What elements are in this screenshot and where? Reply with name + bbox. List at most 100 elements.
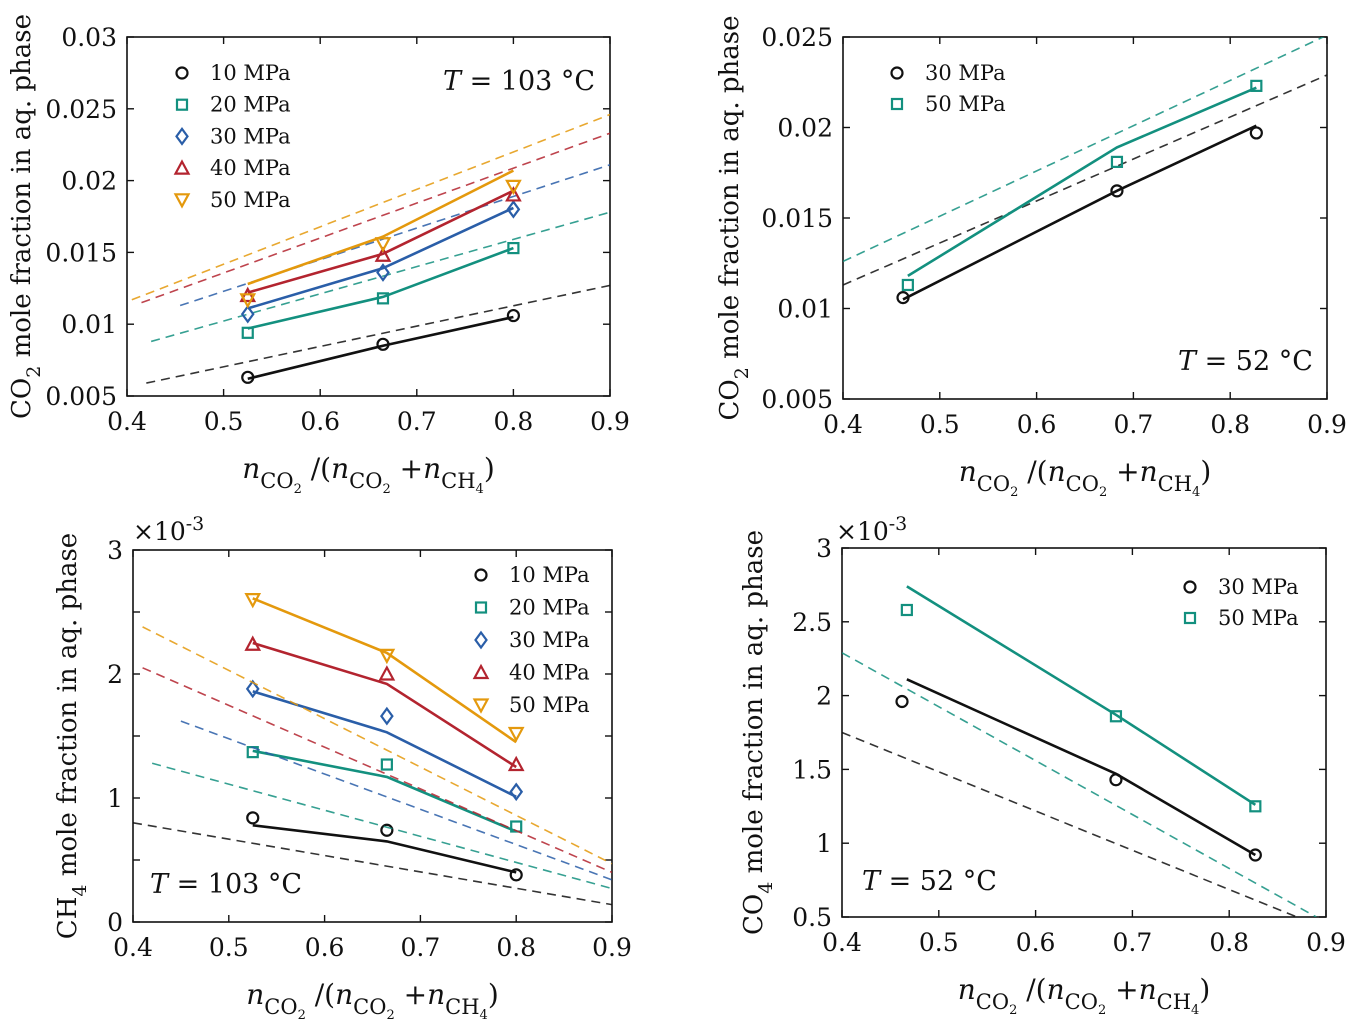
temperature-annotation: T = 52 °C (1178, 346, 1313, 377)
legend-label: 30 MPa (925, 61, 1006, 85)
solid-line (252, 597, 517, 744)
x-tick-label: 0.9 (590, 407, 630, 436)
legend-marker (175, 66, 189, 80)
x-tick-label: 0.7 (397, 407, 437, 436)
solid-line (247, 315, 514, 381)
x-tick-label: 0.8 (1210, 410, 1250, 439)
x-tick-label: 0.6 (1016, 928, 1056, 957)
y-tick-label: 0 (107, 908, 123, 937)
y-tick-label: 2 (816, 682, 832, 711)
y-tick-label: 0.015 (45, 238, 117, 267)
solid-line (247, 169, 514, 286)
data-point (506, 308, 521, 323)
data-point (505, 179, 522, 196)
y-tick-label: 2.5 (792, 608, 832, 637)
data-point (376, 337, 390, 351)
x-tick-label: 0.6 (305, 933, 345, 962)
solid-line (252, 641, 517, 769)
x-tick-label: 0.4 (822, 928, 862, 957)
data-point (1109, 710, 1123, 723)
chart-ch4-103: 0.4 0.5 0.6 0.7 0.8 0.9 0 1 2 3 ×10-3 CH4 mole frac… (53, 513, 632, 1023)
legend-label: 50 MPa (509, 693, 590, 717)
series-10-mpa (133, 811, 612, 906)
legend-marker (173, 159, 191, 175)
data-point (901, 278, 914, 292)
data-point (241, 370, 255, 384)
data-point (509, 868, 523, 882)
legend-label: 20 MPa (509, 596, 590, 620)
x-tick-label: 0.7 (401, 933, 441, 962)
data-point (244, 592, 262, 609)
data-point (507, 726, 525, 743)
x-axis-label: nCO2 /(nCO2 +nCH4) (958, 973, 1211, 1018)
data-point (378, 665, 396, 681)
y-axis-label: CO4 mole fraction in aq. phase (739, 530, 777, 935)
dashed-line (179, 164, 610, 307)
data-point (1110, 155, 1124, 168)
y-multiplier: ×10-3 (836, 513, 907, 546)
x-tick-label: 0.5 (919, 928, 959, 957)
series-10-mpa (146, 284, 610, 384)
x-axis-label: nCO2 /(nCO2 +nCH4) (246, 978, 499, 1023)
x-tick-label: 0.4 (113, 933, 153, 962)
y-tick-label: 0.005 (761, 385, 833, 414)
data-point (505, 186, 522, 202)
y-tick-label: 2 (107, 660, 123, 689)
data-point (239, 293, 257, 309)
y-tick-label: 0.005 (45, 382, 117, 411)
data-point (1110, 184, 1124, 198)
legend-marker (1183, 580, 1197, 594)
y-tick-label: 0.01 (61, 310, 117, 339)
data-point (1248, 848, 1262, 862)
legend-marker (175, 98, 189, 111)
data-point (244, 635, 262, 651)
y-axis-label: CO2 mole fraction in aq. phase (7, 14, 45, 419)
legend-label: 30 MPa (509, 628, 590, 652)
solid-line (907, 86, 1257, 278)
dashed-line (180, 720, 612, 881)
chart-co2-52: 0.4 0.5 0.6 0.7 0.8 0.9 0.005 0.01 0.015 0.02 0.02… (715, 15, 1347, 500)
data-point (507, 755, 525, 772)
legend-label: 30 MPa (1218, 575, 1299, 599)
data-point (380, 823, 394, 837)
x-tick-label: 0.5 (204, 407, 244, 436)
solid-line (252, 823, 517, 874)
data-point (376, 292, 390, 305)
legend-marker (474, 601, 488, 614)
solid-line (906, 585, 1257, 806)
plot-frame (126, 36, 611, 397)
series-50-mpa (843, 37, 1326, 292)
y-tick-label: 1.5 (792, 755, 832, 784)
data-point (1250, 79, 1263, 92)
dashed-line (142, 667, 612, 874)
y-tick-label: 0.01 (777, 295, 833, 324)
dashed-line (843, 37, 1326, 263)
dashed-line (142, 626, 612, 865)
x-axis-label: nCO2 /(nCO2 +nCH4) (242, 452, 495, 497)
x-tick-label: 0.4 (823, 410, 863, 439)
x-tick-label: 0.6 (1017, 410, 1057, 439)
x-tick-label: 0.7 (1114, 410, 1154, 439)
data-point (376, 263, 390, 282)
y-tick-label: 0.02 (61, 167, 117, 196)
legend-marker (173, 193, 191, 209)
x-tick-label: 0.8 (1209, 928, 1249, 957)
y-tick-label: 1 (816, 829, 832, 858)
data-point (374, 246, 392, 262)
legend-label: 10 MPa (509, 563, 590, 587)
legend-label: 40 MPa (509, 661, 590, 685)
x-tick-label: 0.6 (300, 407, 340, 436)
dashed-line (842, 731, 1298, 917)
data-point (1249, 800, 1262, 813)
data-point (374, 237, 392, 253)
series-50-mpa (131, 113, 610, 309)
solid-line (247, 206, 514, 310)
y-tick-label: 0.025 (761, 23, 833, 52)
solid-line (247, 246, 514, 330)
data-point (506, 199, 521, 219)
dashed-line (133, 822, 612, 906)
solid-line (902, 124, 1257, 301)
data-point (240, 304, 255, 324)
